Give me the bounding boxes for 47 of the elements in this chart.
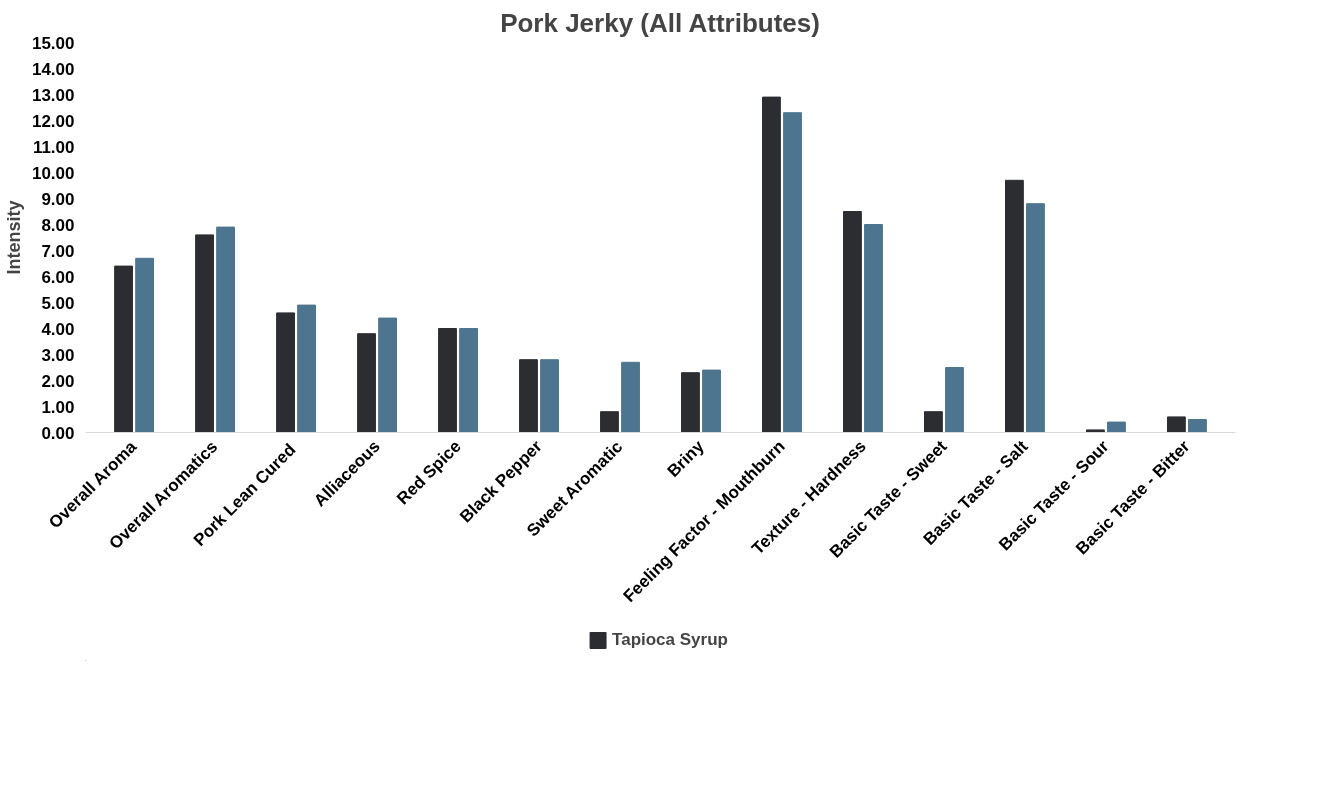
- y-tick-label: 11.00: [32, 137, 75, 157]
- y-tick-label: 0.00: [41, 423, 75, 443]
- bar: [357, 333, 376, 433]
- bar: [924, 411, 943, 433]
- y-tick-label: 14.00: [31, 59, 75, 79]
- bar: [945, 367, 964, 433]
- y-tick-label: 7.00: [41, 241, 75, 261]
- legend-label: Tapioca Syrup: [612, 630, 728, 650]
- bar: [864, 224, 883, 433]
- y-tick-label: 1.00: [41, 397, 75, 417]
- y-tick-label: 15.00: [31, 33, 75, 53]
- bar: [843, 211, 862, 433]
- bar: [378, 317, 397, 433]
- bar: [1188, 419, 1207, 433]
- bar: [1107, 421, 1126, 433]
- bar: [762, 96, 781, 433]
- bar: [438, 328, 457, 433]
- bar: [459, 328, 478, 433]
- y-tick-label: 9.00: [41, 189, 75, 209]
- y-tick-label: 6.00: [41, 267, 75, 287]
- bar: [519, 359, 538, 433]
- bar: [276, 312, 295, 433]
- y-tick-label: 8.00: [41, 215, 75, 235]
- bar: [621, 361, 640, 433]
- bar: [1085, 429, 1105, 433]
- y-tick-label: 4.00: [41, 319, 75, 339]
- bar: [1166, 416, 1186, 433]
- bar: [681, 372, 700, 433]
- bar: [114, 265, 133, 433]
- bar: [1026, 203, 1045, 433]
- bar: [702, 369, 721, 433]
- bar: [600, 411, 619, 433]
- bar: [1005, 179, 1024, 433]
- bar: [135, 257, 155, 433]
- y-axis-title: Intensity: [3, 200, 24, 275]
- y-tick-label: 2.00: [41, 371, 75, 391]
- y-tick-label: 12.00: [31, 111, 75, 131]
- bar: [783, 112, 802, 433]
- y-tick-label: 5.00: [41, 293, 75, 313]
- bar: [216, 226, 236, 433]
- y-tick-label: 3.00: [41, 345, 75, 365]
- chart-title: Pork Jerky (All Attributes): [500, 7, 820, 38]
- bar: [540, 359, 559, 433]
- y-tick-label: 13.00: [31, 85, 75, 105]
- y-tick-label: 10.00: [31, 163, 75, 183]
- bar: [195, 234, 214, 433]
- bar: [297, 304, 316, 433]
